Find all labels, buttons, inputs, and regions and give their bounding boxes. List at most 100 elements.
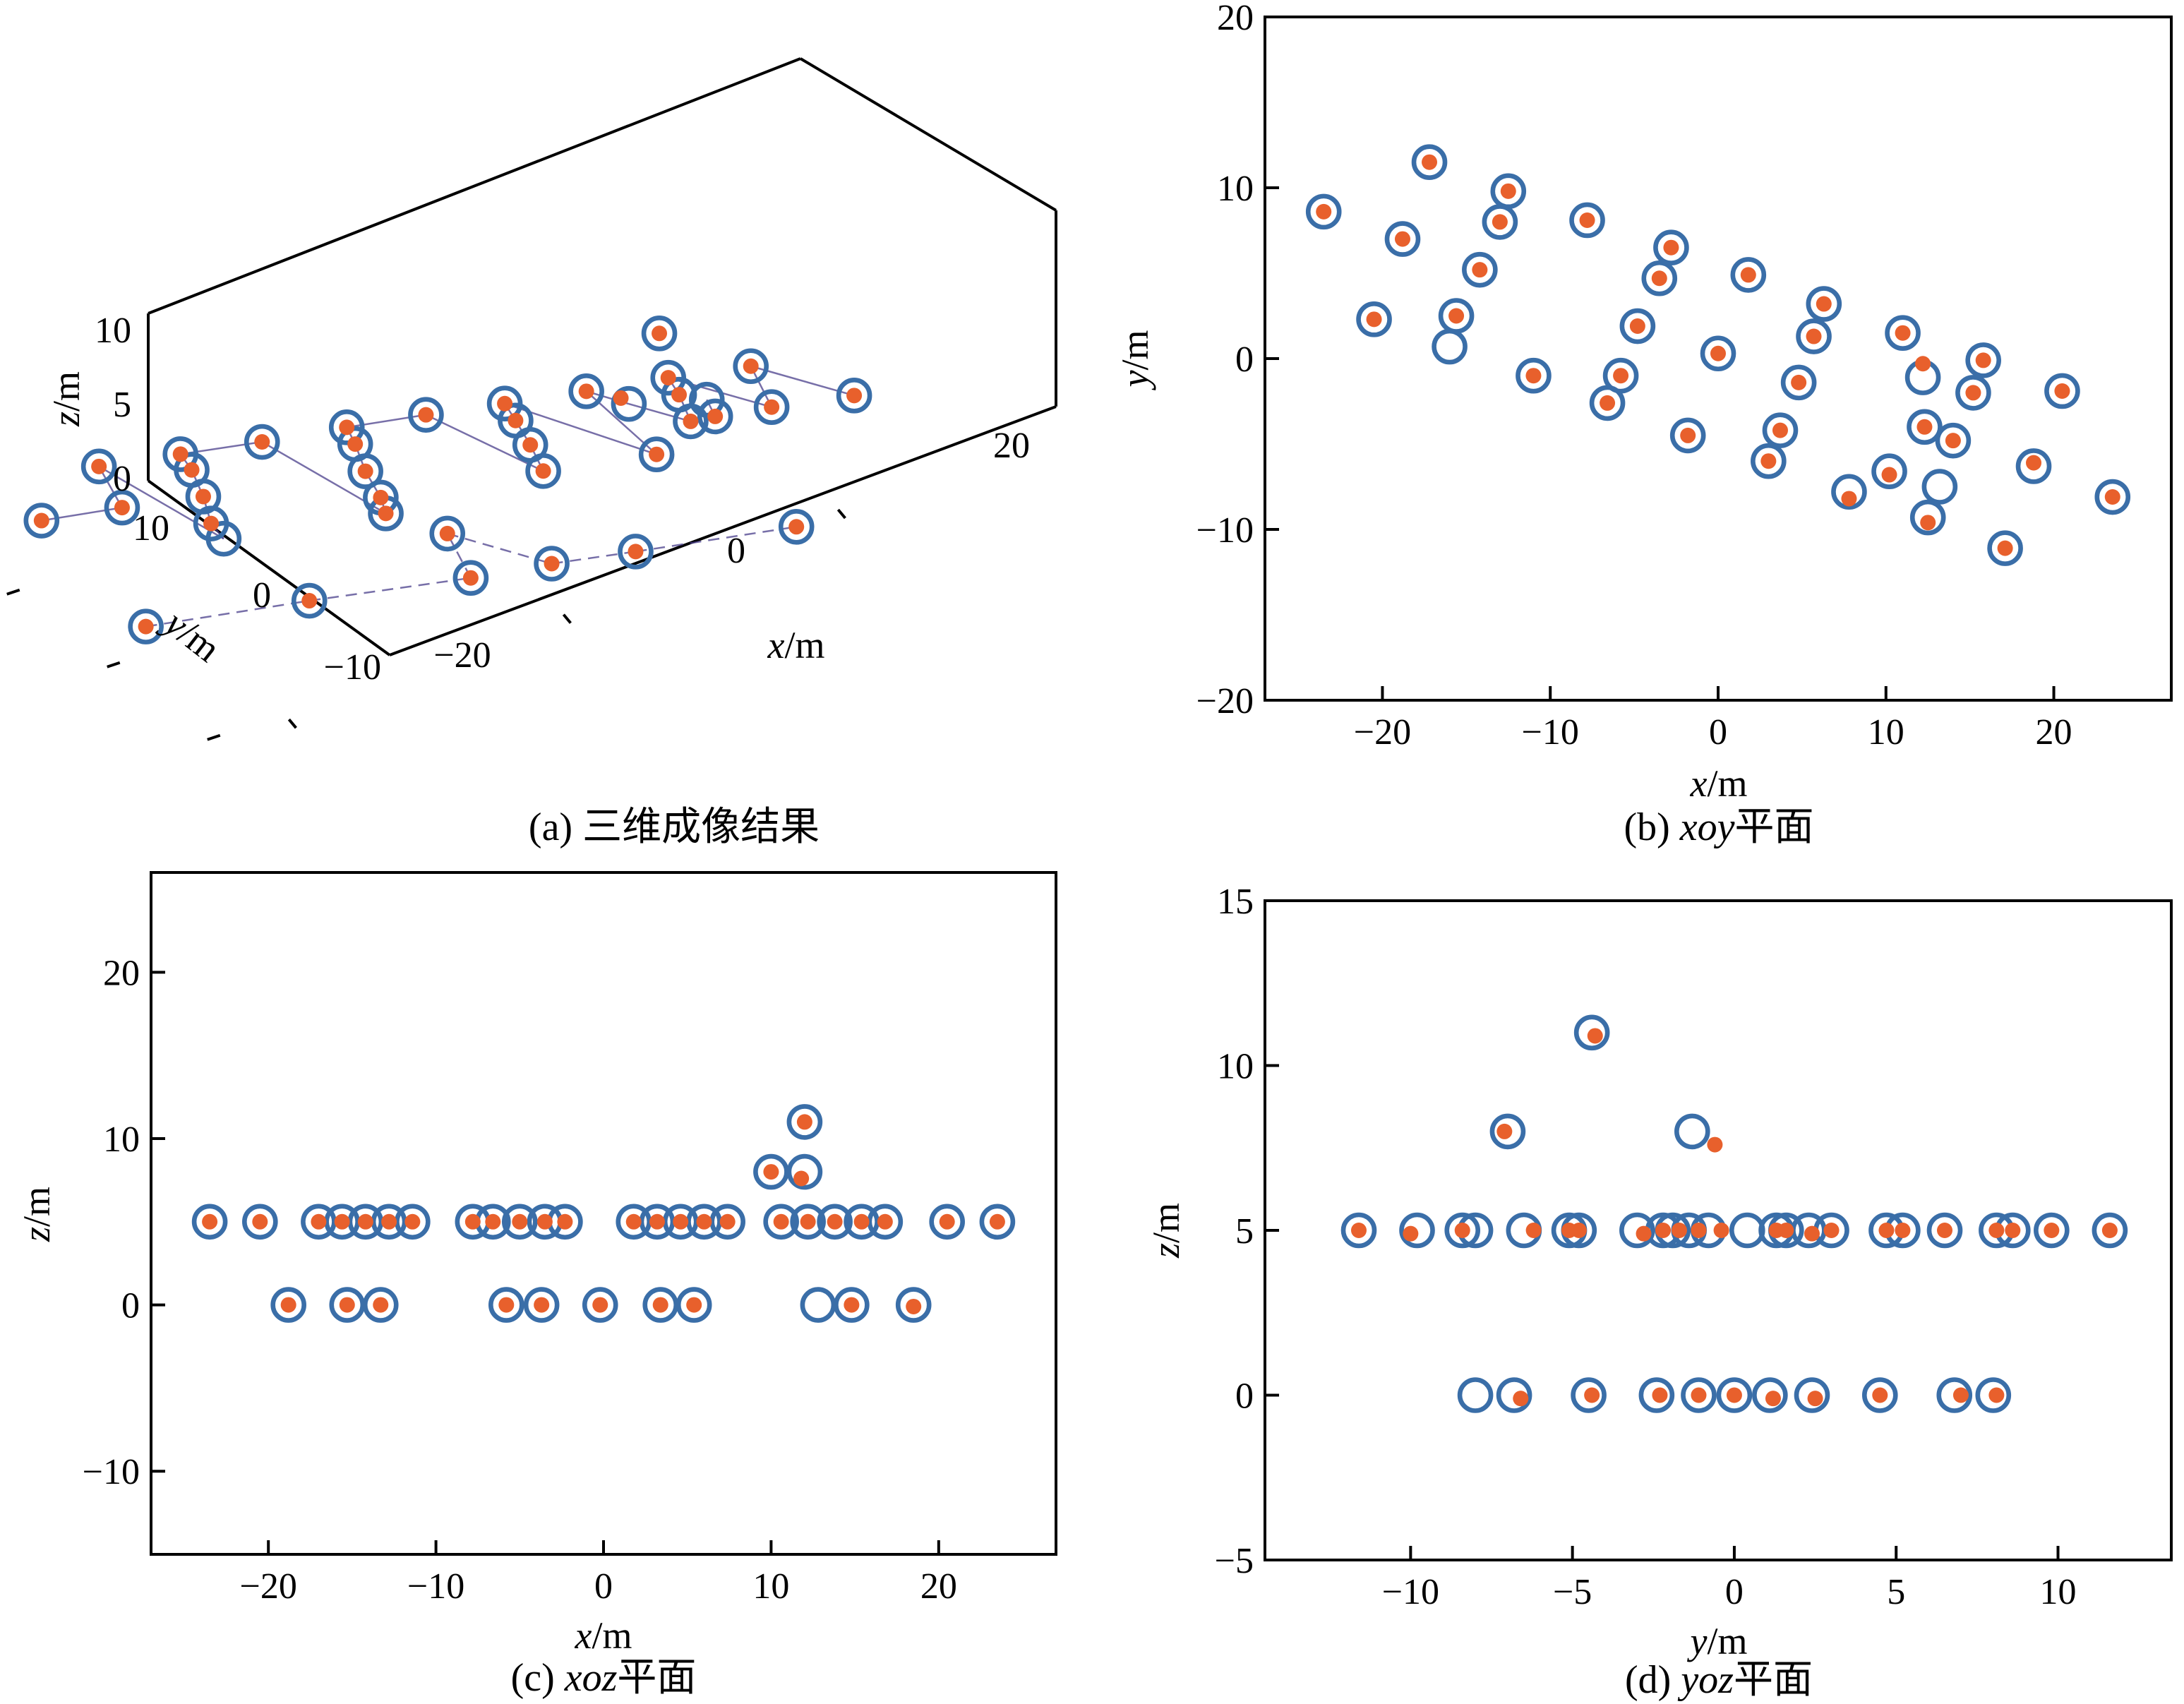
reference-point-marker [867,1204,904,1240]
estimated-point-marker [1760,453,1777,469]
reference-point-marker [2092,1212,2128,1249]
estimated-point-marker [439,525,455,541]
estimated-point-marker [378,505,394,522]
estimated-point-marker [853,1213,870,1230]
x-tick-label: −10 [1382,1572,1439,1612]
y-tick-label: −10 [83,1452,140,1492]
estimated-point-marker [1454,1223,1470,1238]
estimated-point-marker [2005,1223,2021,1238]
reference-point-marker [1885,315,1921,352]
estimated-point-marker [544,556,560,572]
estimated-point-marker [1975,352,1991,368]
estimated-point-marker [1513,1391,1529,1407]
y-tick-label: 10 [133,508,169,548]
reference-point-marker [817,1204,853,1240]
estimated-point-marker [1778,1223,1794,1238]
reference-point-marker [616,1204,652,1240]
estimated-point-marker [1872,1387,1888,1403]
reference-point-marker [1965,342,2001,378]
estimated-point-marker [195,488,211,505]
reference-point-marker [371,1204,407,1240]
reference-point-marker [242,1204,278,1240]
estimated-point-marker [1915,356,1931,372]
reference-point-marker [1641,260,1678,296]
panel-yoz: −10 −5 0 5 10 −5 0 5 10 15 y/m z/m (d) yoz平面 [1145,882,2173,1702]
reference-point-marker [1457,1377,1494,1413]
reference-point-marker [2034,1212,2070,1249]
reference-point-marker [244,424,280,460]
reference-point-marker [836,378,872,414]
estimated-point-marker [1945,433,1961,449]
estimated-point-marker [793,1170,810,1187]
estimated-point-marker [1895,325,1911,341]
reference-point-marker [501,1204,538,1240]
point-link [628,402,691,423]
reference-point-marker [1907,409,1943,445]
x-tick-label: 20 [920,1566,957,1607]
estimated-point-marker [686,1297,702,1313]
y-tick-label: −10 [1196,510,1254,551]
y-tick-label: 10 [1217,1047,1254,1087]
estimated-point-marker [1492,214,1508,230]
reference-point-marker [337,426,373,462]
reference-point-marker [1589,385,1626,421]
y-tick-label: 0 [121,1286,140,1326]
estimated-point-marker [485,1213,501,1230]
estimated-point-marker [1316,203,1332,220]
reference-point-marker [582,1287,618,1323]
estimated-point-marker [2026,455,2042,471]
reference-point-marker [1571,1377,1607,1413]
estimated-point-marker [2054,383,2070,399]
estimated-point-marker [1600,395,1616,411]
estimated-point-marker [763,1164,779,1180]
estimated-point-marker [1525,368,1542,384]
reference-point-marker [329,1287,366,1323]
estimated-point-marker [301,593,318,609]
z-axis: 10 5 0 z/m [45,311,131,499]
reference-point-marker [1716,1377,1753,1413]
estimated-point-marker [1629,318,1645,335]
box-frame [147,57,1057,656]
x-tick-label: 0 [1725,1572,1744,1612]
estimated-point-marker [1823,1223,1840,1238]
estimated-point-marker [534,1297,550,1313]
estimated-point-marker [418,407,434,423]
reference-point-marker [2044,373,2080,409]
estimated-point-marker [1920,515,1936,531]
reference-point-marker [205,520,242,557]
reference-point-marker [1516,357,1552,394]
point-link [446,533,472,579]
reference-point-marker [408,397,444,433]
estimated-point-marker [1740,267,1756,283]
y-tick-label: 0 [1235,340,1254,380]
markers-3d [23,316,872,644]
reference-point-marker [1432,328,1468,365]
reference-point-marker [800,1287,836,1323]
estimated-point-marker [1804,1225,1820,1242]
estimated-point-marker [498,1297,515,1313]
estimated-point-marker [846,388,863,404]
reference-point-marker [1489,1113,1526,1150]
reference-point-marker [488,1287,524,1323]
x-axis-label: x/m [767,624,825,666]
y-tick-label: 10 [103,1120,140,1160]
estimated-point-marker [1881,467,1897,483]
estimated-point-marker [1584,1387,1600,1403]
estimated-point-marker [1422,154,1438,170]
x-tick-mark [562,613,572,624]
x-tick-label: 20 [993,426,1030,466]
reference-point-marker [347,1204,384,1240]
reference-point-marker [1669,417,1706,454]
caption-b: (b) xoy平面 [1624,805,1813,849]
x-axis: −20 0 20 x/m [433,426,1030,676]
reference-point-marker [1444,1212,1481,1249]
estimated-point-marker [1652,1387,1668,1403]
reference-point-marker [270,1287,306,1323]
estimated-point-marker [827,1213,843,1230]
estimated-point-marker [2101,1223,2118,1238]
reference-point-marker [2094,479,2131,515]
reference-point-marker [429,515,466,552]
reference-point-marker [1975,1377,2012,1413]
estimated-point-marker [1765,1391,1781,1407]
x-tick-label: −10 [1522,712,1579,752]
